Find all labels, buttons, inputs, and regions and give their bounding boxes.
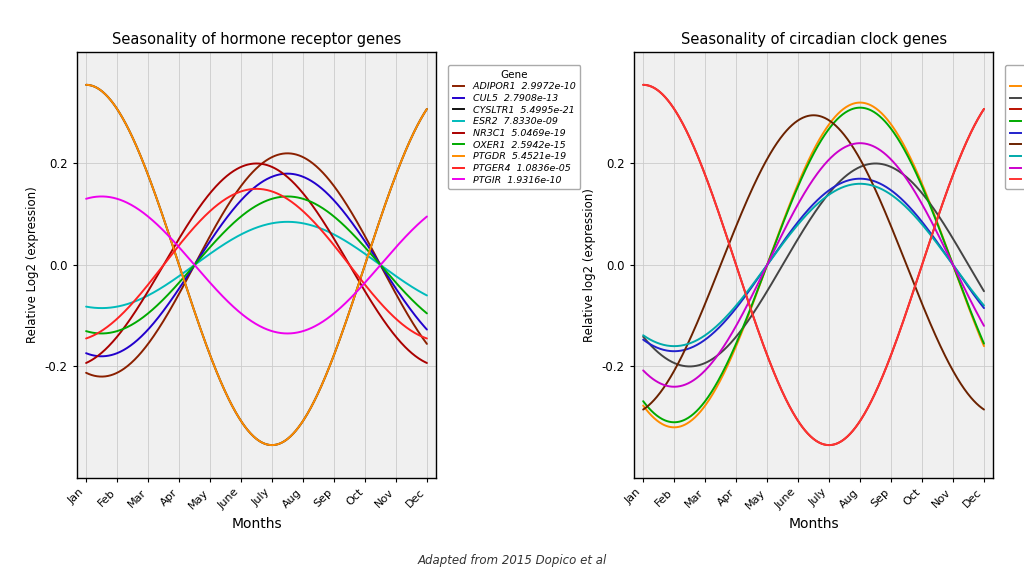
X-axis label: Months: Months xyxy=(231,517,282,531)
Y-axis label: Relative Log2 (expression): Relative Log2 (expression) xyxy=(27,187,39,343)
Text: Adapted from 2015 Dopico et al: Adapted from 2015 Dopico et al xyxy=(418,555,606,567)
Title: Seasonality of circadian clock genes: Seasonality of circadian clock genes xyxy=(681,32,946,47)
Legend:   ARNTL  1.0436e-23,   CLOCK  3.0810e-08,   CRY1  7.3177e-19,   CSNK1D  2.6668e-: ARNTL 1.0436e-23, CLOCK 3.0810e-08, CRY1… xyxy=(1006,65,1024,190)
X-axis label: Months: Months xyxy=(788,517,839,531)
Y-axis label: Relative log2 (expression): Relative log2 (expression) xyxy=(584,188,596,342)
Title: Seasonality of hormone receptor genes: Seasonality of hormone receptor genes xyxy=(112,32,401,47)
Legend:   ADIPOR1  2.9972e-10,   CUL5  2.7908e-13,   CYSLTR1  5.4995e-21,   ESR2  7.8330: ADIPOR1 2.9972e-10, CUL5 2.7908e-13, CYS… xyxy=(449,65,581,190)
